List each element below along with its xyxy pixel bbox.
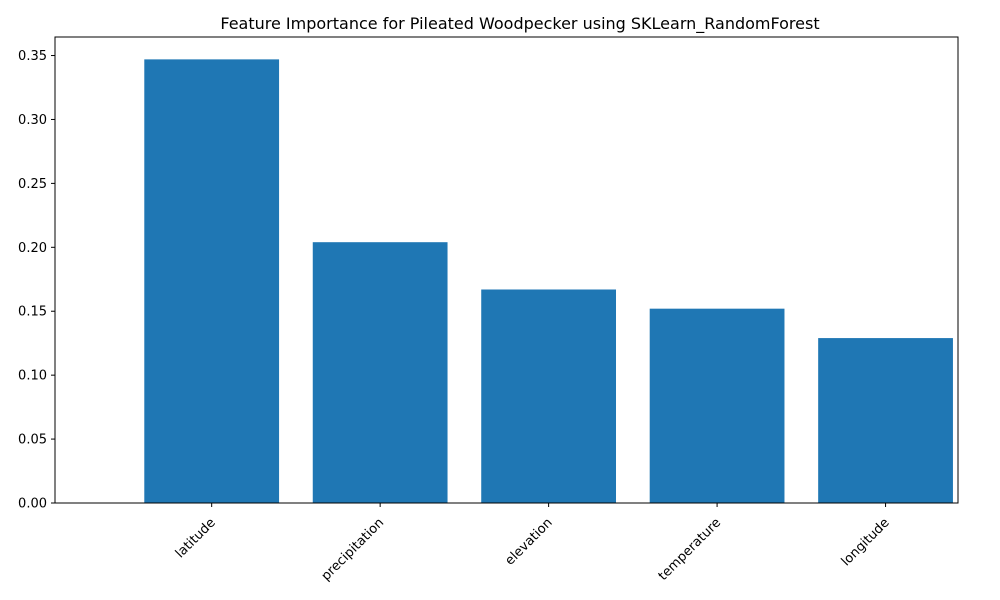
x-axis-ticks: latitude precipitation elevation temperatur…: [173, 503, 893, 584]
bar-precipitation: [312, 242, 448, 503]
bar-latitude: [144, 59, 280, 504]
x-tick-label-longitude: longitude: [839, 515, 893, 569]
x-tick-label-precipitation: precipitation: [319, 515, 388, 584]
y-tick-label: 0.00: [18, 497, 47, 512]
y-tick-label: 0.30: [18, 113, 47, 128]
y-tick-label: 0.25: [18, 177, 47, 192]
x-tick-label-elevation: elevation: [503, 515, 556, 568]
x-tick-label-latitude: latitude: [173, 515, 219, 561]
axes-layer: [54, 36, 959, 504]
x-tick-label-temperature: temperature: [656, 515, 724, 583]
y-tick-label: 0.20: [18, 241, 47, 256]
chart-title: Feature Importance for Pileated Woodpeck…: [220, 14, 819, 34]
y-tick-label: 0.10: [18, 369, 47, 384]
bars-layer: [144, 59, 953, 504]
y-tick-label: 0.15: [18, 305, 47, 320]
y-tick-label: 0.05: [18, 433, 47, 448]
y-tick-label: 0.35: [18, 49, 47, 64]
bar-temperature: [649, 308, 785, 503]
bar-longitude: [818, 338, 953, 503]
bar-elevation: [481, 289, 617, 503]
plot-frame: [54, 36, 959, 504]
y-axis-ticks: 0.00 0.05 0.10 0.15 0.20 0.25 0.30 0.35: [18, 49, 55, 512]
